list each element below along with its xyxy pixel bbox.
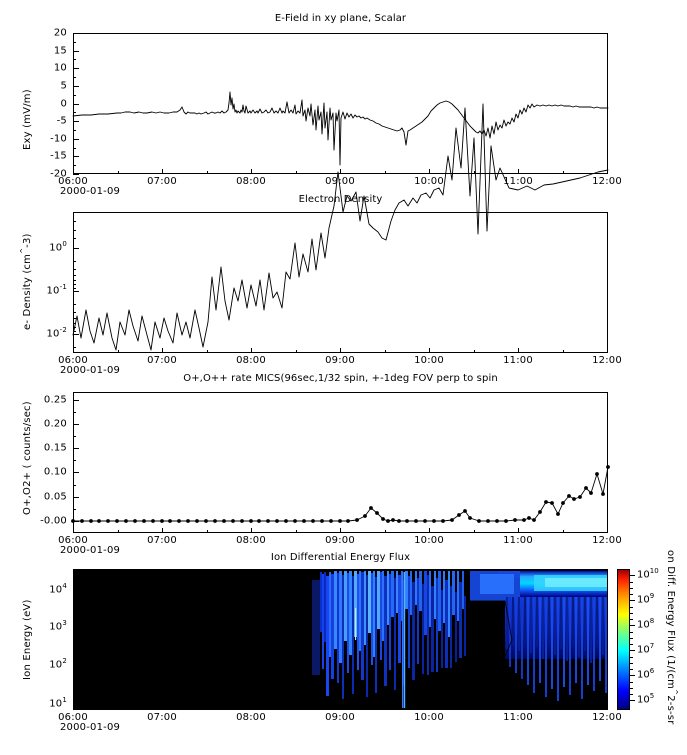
- ytick: -5: [56, 115, 67, 127]
- xtick: 11:00: [503, 355, 533, 366]
- xtick: 10:00: [414, 535, 444, 546]
- ytick: -15: [50, 150, 67, 162]
- xtick: 11:00: [503, 535, 533, 546]
- xtick: 08:00: [236, 176, 266, 187]
- panel-edensity-date-label: 2000-01-09: [60, 365, 121, 376]
- panel-edensity-trace: [72, 103, 609, 351]
- panel-efield-title: E-Field in xy plane, Scalar: [274, 13, 407, 24]
- ytick: 0.15: [43, 442, 67, 454]
- panel-spectrogram-frame: [73, 569, 608, 710]
- xtick: 07:00: [147, 176, 177, 187]
- panel-ionrate-date-label: 2000-01-09: [60, 545, 121, 556]
- panel-ionrate-title: O+,O++ rate MICS(96sec,1/32 spin, +-1deg…: [183, 373, 498, 384]
- panel-ionrate-frame: [73, 392, 608, 533]
- panel-ionrate-trace: [71, 465, 610, 523]
- xtick: 12:00: [592, 355, 622, 366]
- colorbar-tick: 109: [637, 592, 655, 606]
- colorbar: [617, 569, 630, 710]
- ytick: 10-2: [46, 326, 67, 340]
- colorbar-tick: 106: [637, 667, 655, 681]
- ytick: 102: [49, 657, 67, 671]
- ytick: 10-1: [46, 283, 67, 297]
- ytick: 0: [60, 98, 67, 109]
- ytick: 20: [53, 27, 67, 39]
- xtick: 06:00: [58, 535, 88, 546]
- xtick: 09:00: [325, 355, 355, 366]
- ytick: 104: [49, 582, 67, 596]
- xtick: 12:00: [592, 712, 622, 723]
- panel-spectrogram-date-label: 2000-01-09: [60, 722, 121, 733]
- ytick: 5: [60, 80, 67, 92]
- ytick: 103: [49, 619, 67, 633]
- ionrate-markers: [71, 465, 610, 523]
- xtick: 07:00: [147, 355, 177, 366]
- xtick: 09:00: [325, 712, 355, 723]
- colorbar-label: on Diff. Energy Flux (1/(cm^2-s-sr: [665, 550, 679, 725]
- panel-spectrogram-title: Ion Differential Energy Flux: [270, 552, 411, 563]
- ytick: 0.25: [43, 394, 67, 406]
- xtick: 09:00: [325, 176, 355, 187]
- ytick: -20: [50, 168, 67, 180]
- xtick: 11:00: [503, 176, 533, 187]
- ytick: 0.05: [43, 491, 67, 503]
- ytick: 10: [53, 62, 67, 74]
- xtick: 11:00: [503, 712, 533, 723]
- xtick: 06:00: [58, 176, 88, 187]
- xtick: 07:00: [147, 712, 177, 723]
- xtick: 12:00: [592, 535, 622, 546]
- xtick: 07:00: [147, 535, 177, 546]
- ytick: 100: [49, 240, 67, 254]
- ytick: 101: [49, 696, 67, 710]
- xtick: 08:00: [236, 355, 266, 366]
- xtick: 06:00: [58, 712, 88, 723]
- ytick: -0.00: [40, 515, 67, 527]
- ytick: 0.10: [43, 466, 67, 478]
- colorbar-tick: 108: [637, 617, 655, 631]
- xtick: 08:00: [236, 535, 266, 546]
- xtick: 08:00: [236, 712, 266, 723]
- xtick: 06:00: [58, 355, 88, 366]
- xtick: 10:00: [414, 712, 444, 723]
- colorbar-tick: 1010: [637, 567, 659, 581]
- xtick: 10:00: [414, 176, 444, 187]
- panel-edensity-frame: [73, 212, 608, 353]
- ytick: 0.20: [43, 418, 67, 430]
- xtick: 10:00: [414, 355, 444, 366]
- ytick: -10: [50, 133, 67, 145]
- panel-efield-trace: [72, 91, 609, 166]
- colorbar-tick: 107: [637, 642, 655, 656]
- panel-efield-date-label: 2000-01-09: [60, 186, 121, 197]
- colorbar-tick: 105: [637, 692, 655, 706]
- xtick: 12:00: [592, 176, 622, 187]
- xtick: 09:00: [325, 535, 355, 546]
- panel-edensity-title: Electron Density: [298, 194, 383, 205]
- ytick: 15: [53, 45, 67, 57]
